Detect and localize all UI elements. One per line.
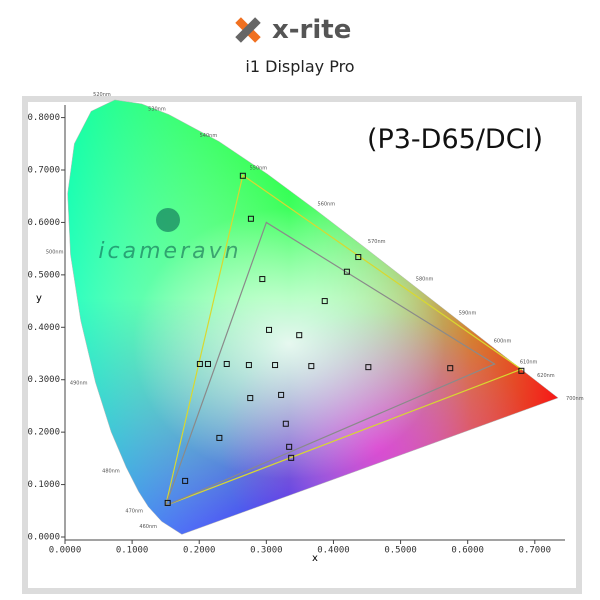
measured-point [204, 360, 211, 367]
wavelength-label: 600nm [494, 339, 512, 345]
wavelength-label: 530nm [148, 106, 166, 112]
measured-point [308, 363, 315, 370]
y-tick-label: 0.4000 [27, 323, 60, 333]
measured-point [182, 477, 189, 484]
measured-point [286, 443, 293, 450]
x-tick-label: 0.2000 [183, 546, 216, 556]
wavelength-label: 560nm [318, 201, 336, 207]
wavelength-label: 570nm [368, 239, 386, 245]
measured-point [447, 365, 454, 372]
measured-point [239, 172, 246, 179]
measured-point [223, 360, 230, 367]
y-tick-label: 0.5000 [27, 270, 60, 280]
x-tick-label: 0.3000 [250, 546, 283, 556]
x-tick-label: 0.4000 [317, 546, 350, 556]
measured-point [196, 360, 203, 367]
x-tick-label: 0.6000 [451, 546, 484, 556]
x-tick-label: 0.0000 [49, 546, 82, 556]
measured-point [247, 215, 254, 222]
wavelength-label: 580nm [416, 276, 434, 282]
y-axis-label: y [36, 293, 42, 304]
watermark: icameravn [98, 239, 241, 264]
wavelength-label: 610nm [520, 359, 538, 365]
measured-point [216, 434, 223, 441]
measured-point [518, 367, 525, 374]
measured-point [272, 362, 279, 369]
wavelength-label: 490nm [70, 380, 88, 386]
x-axis-label: x [312, 553, 318, 564]
measured-point [321, 298, 328, 305]
spectral-locus [67, 99, 559, 535]
y-tick-label: 0.7000 [27, 166, 60, 176]
y-tick-label: 0.8000 [27, 113, 60, 123]
measured-point [288, 454, 295, 461]
measured-point [355, 254, 362, 261]
measured-point [365, 364, 372, 371]
product-name: i1 Display Pro [245, 57, 354, 76]
gamut-triangle [164, 221, 496, 507]
measured-point [245, 362, 252, 369]
y-tick-label: 0.3000 [27, 375, 60, 385]
wavelength-label: 620nm [537, 373, 555, 379]
x-tick-label: 0.7000 [519, 546, 552, 556]
logo: x-rite [235, 15, 351, 45]
brand: x-rite [272, 15, 351, 45]
wavelength-label: 590nm [459, 310, 477, 316]
wavelength-label: 470nm [125, 509, 143, 515]
gamut-triangle [164, 174, 523, 507]
watermark-icon [156, 208, 180, 232]
chart-title: (P3-D65/DCI) [367, 124, 543, 155]
wavelength-label: 700nm [566, 396, 584, 402]
measured-point [282, 420, 289, 427]
wavelength-label: 480nm [102, 468, 120, 474]
y-tick-label: 0.0000 [27, 533, 60, 543]
y-tick-label: 0.2000 [27, 428, 60, 438]
measured-point [266, 326, 273, 333]
measured-point [259, 276, 266, 283]
wavelength-label: 540nm [200, 133, 218, 139]
wavelength-label: 550nm [250, 166, 268, 172]
measured-point [247, 395, 254, 402]
wavelength-label: 520nm [93, 92, 111, 98]
x-tick-label: 0.1000 [116, 546, 149, 556]
measured-point [296, 332, 303, 339]
wavelength-label: 460nm [139, 524, 157, 530]
measured-point [343, 268, 350, 275]
y-tick-label: 0.1000 [27, 480, 60, 490]
y-tick-label: 0.6000 [27, 218, 60, 228]
measured-point [164, 499, 171, 506]
wavelength-label: 500nm [46, 249, 64, 255]
x-tick-label: 0.5000 [384, 546, 417, 556]
measured-point [278, 391, 285, 398]
